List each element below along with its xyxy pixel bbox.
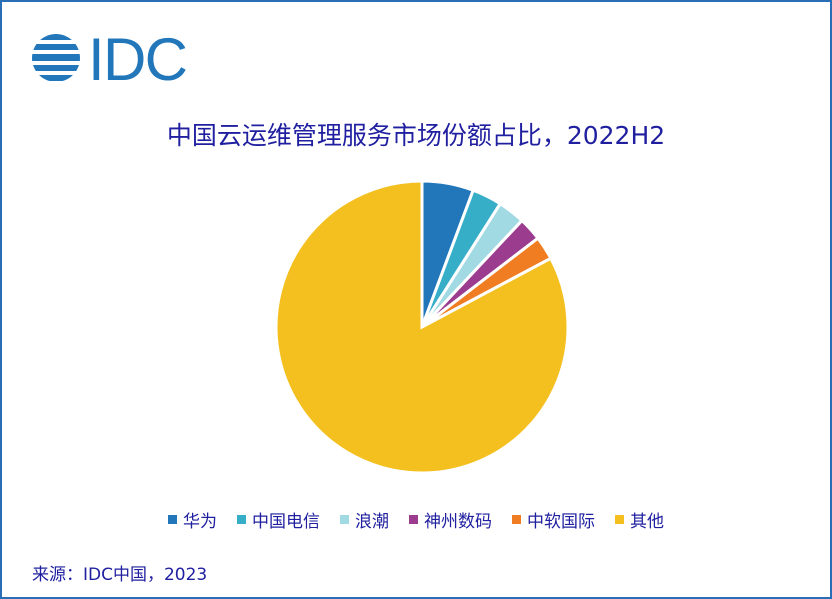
legend-label: 中软国际 (527, 512, 595, 532)
legend-label: 神州数码 (424, 512, 492, 532)
legend-swatch (409, 515, 418, 524)
svg-text:IDC: IDC (88, 32, 188, 84)
legend-item: 其他 (615, 507, 664, 532)
legend-swatch (615, 515, 624, 524)
idc-logo: IDC (32, 32, 188, 84)
legend-swatch (512, 515, 521, 524)
legend-item: 浪潮 (340, 507, 389, 532)
source-note: 来源：IDC中国，2023 (32, 565, 208, 585)
legend-item: 中国电信 (237, 507, 320, 532)
legend-item: 神州数码 (409, 507, 492, 532)
legend: 华为 中国电信 浪潮 神州数码 中软国际 其他 (2, 507, 830, 532)
legend-item: 中软国际 (512, 507, 595, 532)
legend-item: 华为 (168, 507, 217, 532)
legend-label: 中国电信 (252, 512, 320, 532)
legend-swatch (237, 515, 246, 524)
legend-label: 浪潮 (355, 512, 389, 532)
chart-title: 中国云运维管理服务市场份额占比，2022H2 (166, 121, 666, 150)
legend-swatch (340, 515, 349, 524)
legend-label: 其他 (630, 512, 664, 532)
legend-label: 华为 (183, 512, 217, 532)
legend-swatch (168, 515, 177, 524)
pie-slice-5 (274, 179, 570, 475)
